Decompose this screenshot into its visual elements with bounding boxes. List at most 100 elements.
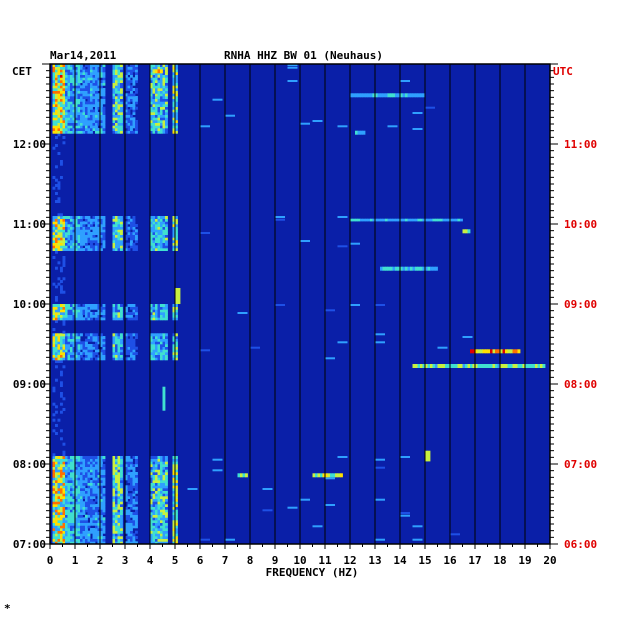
spectrogram-cell [162,480,166,483]
spectrogram-cell [62,458,66,462]
spectrogram-cell [95,112,98,115]
spectrogram-cell [100,509,103,513]
spectrogram-cell [162,69,166,73]
spectrogram-cell [80,90,83,94]
spectrogram-cell [67,466,71,470]
spectrogram-cell [90,120,93,123]
spectrogram-cell [77,245,81,249]
spectrogram-cell [67,82,71,86]
spectrogram-cell [130,344,133,347]
spectrogram-cell [77,69,81,73]
spectrogram-cell [157,520,161,523]
cet-tick-label: 07:00 [13,538,46,551]
spectrogram-cell [130,530,133,534]
spectrogram-cell [127,221,131,225]
spectrogram-cell [165,125,168,129]
spectrogram-cell [115,93,118,97]
spectrogram-cell [132,504,136,507]
spectrogram-cell [155,240,158,243]
spectrogram-cell [130,85,133,89]
spectrogram-cell [162,216,166,219]
spectrogram-cell [152,248,156,251]
spectrogram-cell [67,357,71,361]
spectrogram-cell [120,101,123,105]
hot-spot-cell [487,349,491,354]
spectrogram-cell [175,312,178,315]
spectrogram-cell [85,472,88,475]
spectrogram-cell [127,88,131,91]
spectrogram-cell [77,72,81,75]
spectrogram-cell [130,98,133,102]
spectrogram-cell [150,466,153,470]
spectrogram-cell [160,90,163,94]
spectrogram-cell [97,98,101,102]
spectrogram-cell [70,474,73,478]
spectrogram-cell [75,117,78,121]
spectrogram-cell [115,120,118,123]
spectrogram-cell [65,517,68,521]
spectrogram-cell [162,88,166,91]
spectrogram-cell [80,98,83,102]
spectrogram-cell [175,520,178,523]
spectrogram-cell [87,221,91,225]
spectrogram-cell [160,517,163,521]
spectrogram-cell [175,74,178,78]
spectrogram-cell [117,106,121,110]
spectrogram-cell [57,520,61,523]
spectrogram-cell [85,504,88,507]
spectrogram-cell [162,349,166,353]
spectrogram-cell [60,392,63,395]
spectrogram-cell [77,338,81,342]
spectrogram-cell [100,504,103,507]
spectrogram-cell [325,477,335,480]
spectrogram-cell [82,461,86,465]
spectrogram-cell [85,314,88,318]
spectrogram-cell [85,242,88,246]
spectrogram-cell [155,104,158,107]
spectrogram-cell [102,469,106,473]
spectrogram-cell [62,109,66,113]
spectrogram-cell [152,317,156,321]
spectrogram-cell [162,338,166,342]
spectrogram-cell [132,541,136,545]
spectrogram-cell [62,346,66,350]
spectrogram-cell [162,309,166,313]
spectrogram-cell [112,69,116,73]
spectrogram-cell [132,120,136,123]
spectrogram-cell [132,69,136,73]
spectrogram-cell [77,93,81,97]
spectrogram-cell [80,312,83,315]
spectrogram-cell [115,317,118,321]
spectrogram-cell [102,477,106,481]
spectrogram-cell [165,333,168,337]
spectrogram-cell [127,344,131,347]
spectrogram-cell [125,216,128,219]
hot-spot-cell [370,93,373,98]
spectrogram-cell [52,389,56,393]
spectrogram-cell [62,314,66,318]
spectrogram-cell [80,122,83,126]
spectrogram-cell [115,88,118,91]
spectrogram-cell [172,90,176,94]
spectrogram-cell [160,344,163,347]
hot-spot-cell [527,364,531,368]
spectrogram-cell [100,528,103,531]
hot-spot-cell [237,473,241,478]
spectrogram-cell [375,333,385,336]
spectrogram-cell [65,514,68,518]
spectrogram-cell [97,338,101,342]
spectrogram-cell [172,530,176,534]
spectrogram-cell [82,120,86,123]
spectrogram-cell [172,509,176,513]
spectrogram-cell [77,82,81,86]
spectrogram-cell [112,522,116,526]
spectrogram-cell [87,458,91,462]
spectrogram-cell [92,74,96,78]
spectrogram-cell [70,85,73,89]
spectrogram-cell [87,354,91,358]
hot-spot-cell [485,364,488,368]
hot-spot-cell [467,364,471,368]
spectrogram-cell [77,125,81,129]
spectrogram-cell [120,456,123,459]
spectrogram-cell [162,232,166,235]
